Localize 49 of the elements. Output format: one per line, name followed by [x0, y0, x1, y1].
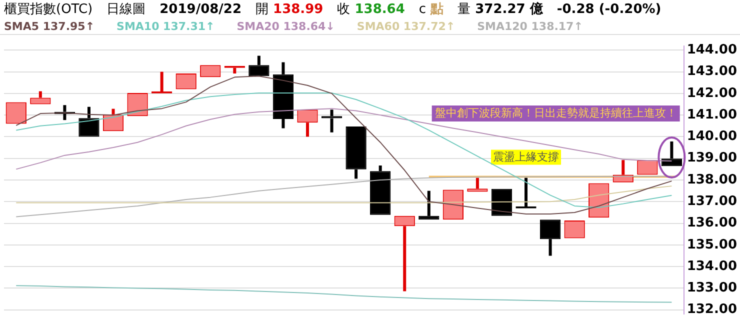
- text: SMA120 138.17↑: [477, 20, 583, 32]
- candlestick: [442, 190, 464, 220]
- y-tick-label: 133.00: [686, 280, 738, 296]
- y-tick-label: 144.00: [686, 42, 738, 58]
- y-tick-label: 142.00: [686, 86, 738, 101]
- text: 2019/08/22: [160, 2, 242, 16]
- candlestick: [564, 220, 585, 238]
- text: c 點: [418, 2, 444, 17]
- y-tick-label: 139.00: [686, 150, 738, 166]
- candlestick: [127, 92, 148, 116]
- candlestick: [467, 178, 488, 192]
- candlestick: [248, 56, 270, 76]
- candlestick: [540, 220, 561, 256]
- y-tick-label: 140.00: [686, 129, 738, 144]
- y-tick-label: 138.00: [686, 172, 738, 188]
- candlestick: [346, 126, 366, 179]
- candlestick: [588, 183, 610, 218]
- text: SMA60 137.72↑: [356, 20, 456, 32]
- y-tick-label: 141.00: [686, 107, 738, 122]
- text: SMA5 137.95↑: [4, 20, 95, 32]
- candlestick: [200, 65, 221, 78]
- candlestick: [6, 102, 26, 124]
- y-tick-label: 135.00: [686, 237, 738, 252]
- ref-line-label: 震盪上緣支撐: [493, 150, 560, 164]
- candlestick: [637, 160, 658, 175]
- candlestick: [102, 108, 124, 132]
- chart-title: 櫃買指數(OTC): [4, 1, 93, 18]
- candlestick: [370, 166, 391, 215]
- candlestick: [321, 110, 342, 132]
- text: -0.28 (-0.20%): [556, 2, 662, 16]
- text: 量 372.27 億: [458, 2, 543, 17]
- text: 收 138.64: [337, 2, 405, 17]
- candlestick: [272, 62, 294, 128]
- text: 開 138.99: [256, 2, 324, 17]
- candlestick: [78, 106, 100, 137]
- annotation: 盤中創下波段新高！日出走勢就是持續往上進攻！: [434, 106, 677, 120]
- candlestick: [394, 216, 415, 292]
- y-tick-label: 143.00: [686, 64, 738, 80]
- y-tick-label: 132.00: [686, 302, 738, 318]
- text: SMA20 138.64↓: [236, 20, 335, 32]
- y-tick-label: 137.00: [686, 194, 738, 210]
- candlestick: [297, 110, 318, 137]
- y-tick-label: 134.00: [686, 258, 738, 274]
- candlestick: [491, 188, 512, 216]
- candlestick: [30, 91, 51, 104]
- y-tick-label: 136.00: [686, 216, 738, 231]
- text: SMA10 137.31↑: [116, 20, 215, 32]
- chart-subtitle: 日線圖: [106, 1, 146, 18]
- candlestick: [176, 74, 196, 90]
